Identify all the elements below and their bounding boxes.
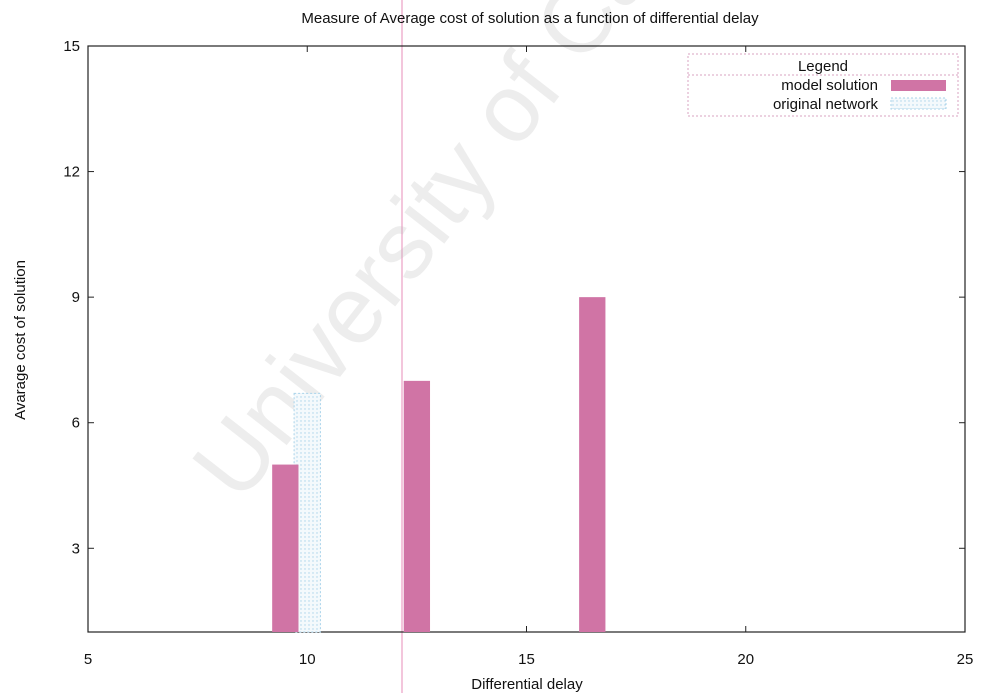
- x-tick-label: 15: [518, 651, 535, 668]
- legend: Legend model solution original network: [687, 53, 959, 117]
- x-tick-label: 25: [957, 651, 974, 668]
- y-tick-label: 12: [63, 164, 80, 181]
- watermark-text: University of Cape: [172, 0, 739, 518]
- x-axis-label: Differential delay: [471, 676, 583, 693]
- legend-swatch-original-network: [890, 97, 947, 110]
- bar-model-solution: [579, 297, 606, 632]
- y-tick-label: 6: [72, 415, 80, 432]
- bar-series: [272, 297, 606, 633]
- bar-model-solution: [403, 380, 431, 632]
- y-tick-label: 9: [72, 289, 80, 306]
- x-tick-label: 5: [84, 651, 92, 668]
- legend-label-original-network: original network: [773, 96, 879, 113]
- bar-model-solution: [272, 464, 299, 632]
- legend-label-model-solution: model solution: [781, 77, 878, 94]
- legend-swatch-model-solution: [891, 80, 946, 91]
- legend-title: Legend: [798, 58, 848, 75]
- y-axis-label: Avarage cost of solution: [12, 260, 29, 420]
- y-tick-label: 15: [63, 38, 80, 55]
- chart-title: Measure of Average cost of solution as a…: [301, 10, 759, 27]
- y-tick-label: 3: [72, 540, 80, 557]
- x-tick-label: 10: [299, 651, 316, 668]
- x-tick-label: 20: [737, 651, 754, 668]
- y-axis-ticks: 3 6 9 12 15: [63, 38, 965, 557]
